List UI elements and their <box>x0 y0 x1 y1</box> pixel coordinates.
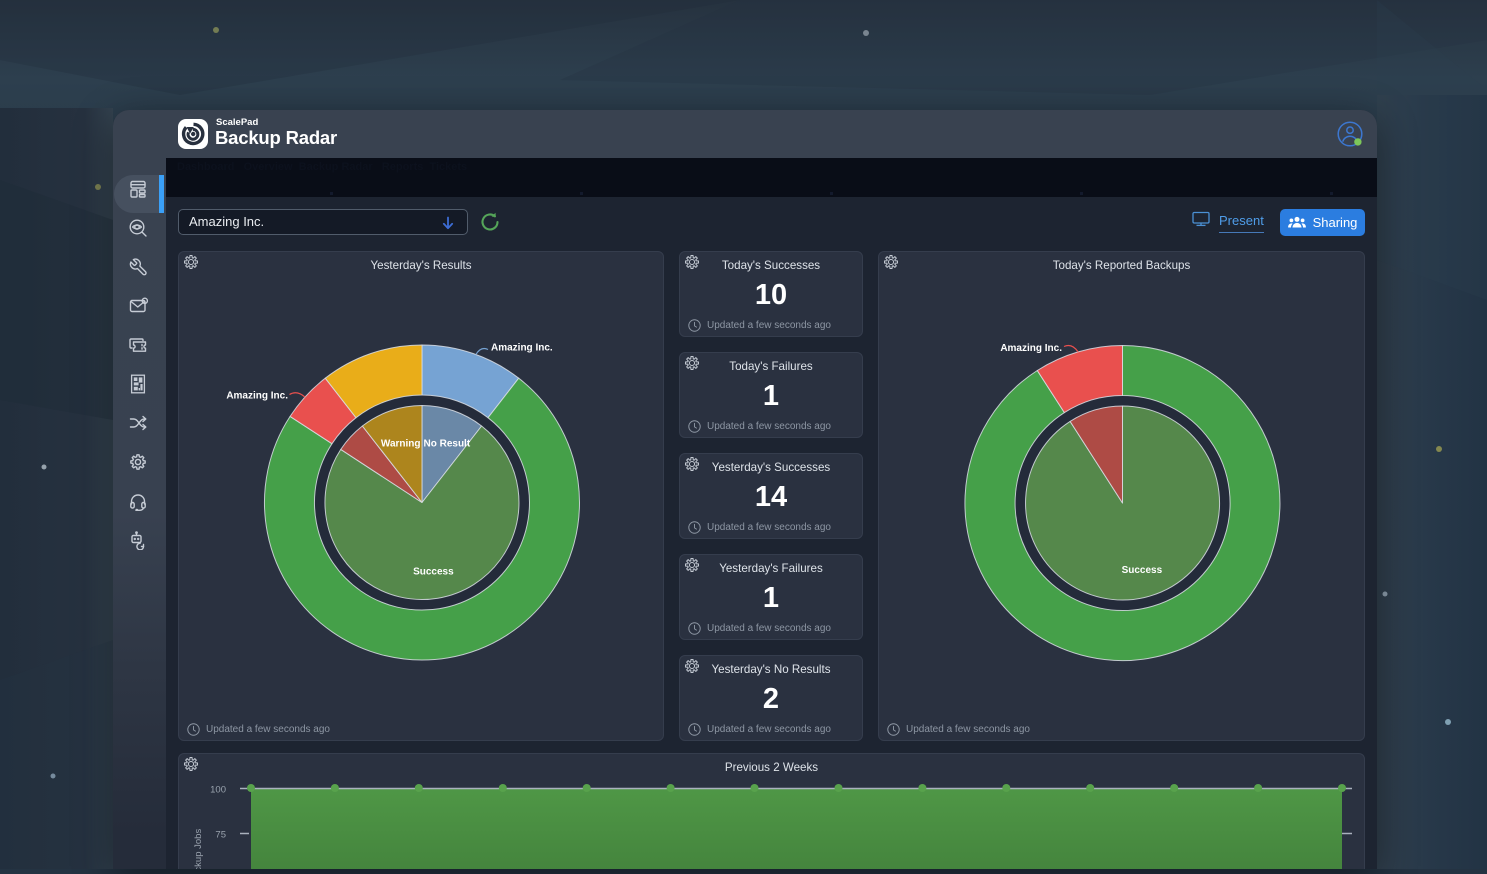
svg-text:No Result: No Result <box>424 439 471 450</box>
svg-text:Amazing Inc.: Amazing Inc. <box>226 391 288 402</box>
svg-text:Warning: Warning <box>381 439 421 450</box>
svg-text:75: 75 <box>215 830 226 841</box>
svg-text:Backup Jobs: Backup Jobs <box>193 829 204 869</box>
svg-text:Amazing Inc.: Amazing Inc. <box>1000 343 1062 354</box>
svg-text:100: 100 <box>210 785 226 796</box>
svg-text:Amazing Inc.: Amazing Inc. <box>491 343 553 354</box>
svg-text:Success: Success <box>413 567 454 578</box>
svg-text:Success: Success <box>1122 565 1163 576</box>
